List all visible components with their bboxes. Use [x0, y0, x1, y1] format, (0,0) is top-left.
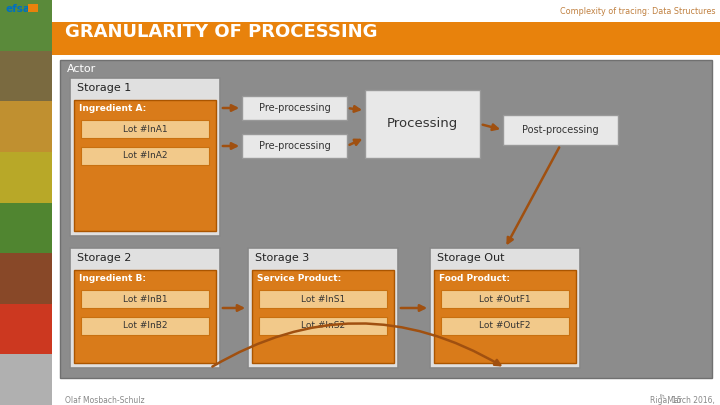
Bar [74, 270, 216, 363]
Text: Lot #OutF2: Lot #OutF2 [480, 322, 531, 330]
Bar [0, 101, 52, 153]
Bar [0, 202, 52, 254]
Text: Storage 1: Storage 1 [77, 83, 131, 93]
Bar [74, 100, 216, 231]
Bar [70, 78, 220, 236]
Text: Storage 3: Storage 3 [255, 253, 310, 263]
Bar [434, 270, 576, 363]
Bar [259, 290, 387, 308]
Text: Lot #InS1: Lot #InS1 [301, 294, 345, 303]
Bar [252, 270, 394, 363]
Bar [242, 134, 347, 158]
Bar [430, 248, 580, 368]
Text: Lot #InA2: Lot #InA2 [122, 151, 167, 160]
Text: Olaf Mosbach-Schulz: Olaf Mosbach-Schulz [65, 396, 145, 405]
Bar [70, 248, 220, 368]
Bar [441, 290, 569, 308]
Text: Processing: Processing [387, 117, 458, 130]
Text: Lot #InB2: Lot #InB2 [122, 322, 167, 330]
Text: Riga, 15: Riga, 15 [650, 396, 682, 405]
Text: Lot #OutF1: Lot #OutF1 [480, 294, 531, 303]
Text: th: th [660, 394, 665, 399]
Text: Storage Out: Storage Out [437, 253, 505, 263]
Bar [60, 60, 712, 378]
Text: Ingredient A:: Ingredient A: [79, 104, 146, 113]
Bar [81, 120, 209, 138]
Bar [365, 90, 480, 158]
Bar [503, 115, 618, 145]
Bar [81, 147, 209, 165]
Bar [441, 317, 569, 335]
Text: March 2016,  12: March 2016, 12 [665, 396, 720, 405]
Bar [0, 152, 52, 203]
Bar [259, 317, 387, 335]
Text: Complexity of tracing: Data Structures: Complexity of tracing: Data Structures [559, 7, 715, 16]
Text: Post-processing: Post-processing [522, 125, 599, 135]
Text: Actor: Actor [67, 64, 96, 74]
Bar [0, 0, 52, 51]
Bar [52, 22, 720, 55]
Bar [0, 51, 52, 102]
Bar [248, 248, 398, 368]
Text: GRANULARITY OF PROCESSING: GRANULARITY OF PROCESSING [65, 23, 377, 41]
Bar [81, 317, 209, 335]
Text: efsa: efsa [6, 4, 31, 14]
Bar [0, 253, 52, 305]
Text: Ingredient B:: Ingredient B: [79, 274, 146, 283]
Text: Pre-processing: Pre-processing [258, 141, 330, 151]
Text: Service Product:: Service Product: [257, 274, 341, 283]
Text: Storage 2: Storage 2 [77, 253, 131, 263]
Bar [0, 354, 52, 405]
Bar [0, 304, 52, 355]
Text: Pre-processing: Pre-processing [258, 103, 330, 113]
Text: Lot #InA1: Lot #InA1 [122, 124, 167, 134]
Text: Lot #InS2: Lot #InS2 [301, 322, 345, 330]
Text: Food Product:: Food Product: [439, 274, 510, 283]
Bar [242, 96, 347, 120]
Bar [28, 4, 38, 12]
Text: Lot #InB1: Lot #InB1 [122, 294, 167, 303]
Bar [81, 290, 209, 308]
